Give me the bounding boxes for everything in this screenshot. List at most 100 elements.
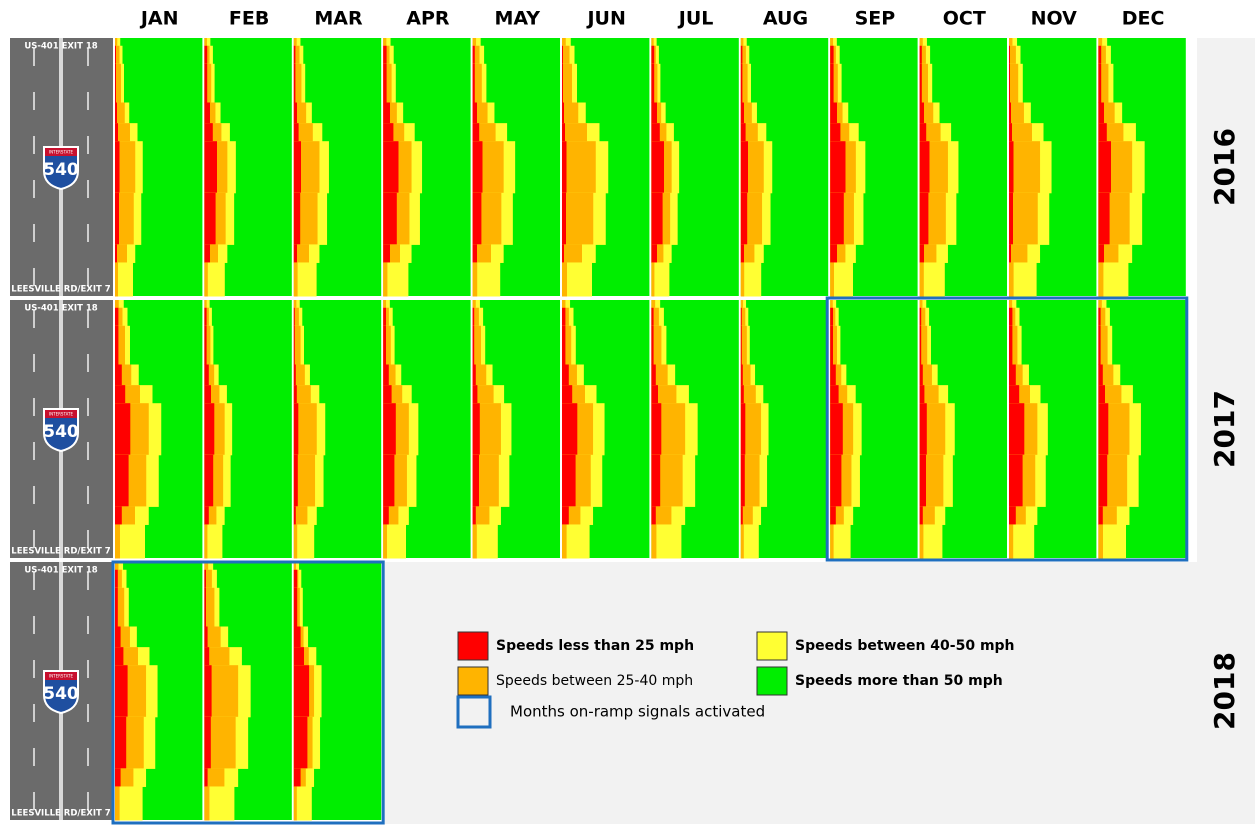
speed-band [830, 192, 844, 245]
legend-swatch [457, 666, 489, 696]
month-label: AUG [763, 8, 808, 30]
year-label: 2016 [1208, 128, 1241, 206]
speed-band [293, 454, 298, 507]
speed-band [1009, 325, 1013, 365]
speed-band [1009, 192, 1038, 245]
speed-band [830, 45, 834, 65]
speed-band [830, 307, 833, 327]
speed-band [204, 665, 212, 718]
speed-band [115, 262, 133, 297]
speed-band [383, 325, 386, 365]
speed-band [919, 307, 926, 327]
road-bottom-label: LEESVILLE RD/EXIT 7 [11, 285, 110, 295]
speed-band [115, 192, 134, 245]
month-label: JUL [677, 8, 714, 30]
speed-band [472, 307, 479, 327]
speed-band [651, 325, 662, 365]
speed-band [204, 562, 214, 571]
speed-band [293, 262, 317, 297]
speed-band [293, 123, 299, 142]
speed-band [204, 454, 214, 507]
speed-band [115, 587, 125, 627]
speed-band [293, 325, 295, 365]
speed-band [115, 307, 119, 327]
speed-band [1009, 244, 1011, 263]
speed-band [830, 524, 851, 559]
speed-band [115, 385, 126, 404]
speed-band [562, 141, 567, 194]
speed-band [830, 403, 843, 456]
speed-band [293, 244, 309, 263]
speed-band [383, 141, 399, 194]
speed-band [1098, 454, 1108, 507]
speed-band [740, 300, 744, 309]
speed-band [1098, 244, 1104, 263]
speed-band [204, 403, 215, 456]
speed-band [204, 38, 207, 47]
speed-band [383, 300, 387, 309]
speed-band [204, 102, 210, 124]
speed-band [204, 385, 211, 404]
speed-band [204, 325, 211, 365]
legend-swatch [756, 631, 788, 661]
speed-band [204, 364, 209, 386]
speed-band [293, 307, 295, 327]
speed-band [383, 123, 394, 142]
speed-band [830, 300, 833, 309]
speed-band [830, 102, 837, 124]
speed-band [472, 63, 475, 103]
speed-band [651, 192, 663, 245]
speed-band [472, 385, 478, 404]
speed-band [293, 192, 301, 245]
legend-label: Speeds between 25-40 mph [496, 673, 693, 689]
speed-band [383, 506, 389, 525]
speed-band [740, 385, 756, 404]
speed-band [562, 524, 567, 559]
speed-band [1098, 364, 1103, 386]
speed-band [472, 63, 482, 103]
speed-band [293, 300, 297, 309]
speed-band [293, 587, 298, 627]
month-label: NOV [1031, 8, 1078, 30]
speed-band [293, 403, 317, 456]
speed-band [383, 38, 387, 47]
speed-band [472, 123, 480, 142]
speed-band [293, 45, 296, 65]
speed-band [293, 524, 315, 559]
speed-band [740, 38, 744, 47]
speed-band [651, 454, 661, 507]
shield-band [45, 672, 77, 680]
speed-band [383, 45, 387, 65]
speed-band [919, 102, 924, 124]
speed-band [472, 364, 487, 386]
speed-band [115, 569, 118, 589]
speed-band [115, 325, 119, 365]
speed-band [383, 244, 390, 263]
speed-band [115, 562, 124, 571]
speed-band [830, 364, 836, 386]
speed-band [204, 626, 208, 648]
speed-band [562, 244, 582, 263]
speed-band [562, 123, 587, 142]
speed-band [204, 647, 210, 666]
speed-band [830, 524, 834, 559]
speed-band [472, 325, 475, 365]
speed-band [1009, 141, 1041, 194]
speed-band [293, 325, 301, 365]
speed-band [115, 45, 116, 65]
speed-band [1009, 506, 1016, 525]
speed-band [562, 45, 563, 65]
speed-band [562, 300, 571, 309]
speed-band [1009, 300, 1013, 309]
speed-band [1098, 63, 1109, 103]
speed-band [293, 102, 297, 124]
speed-band [472, 307, 475, 327]
speed-band [293, 454, 316, 507]
speed-band [1098, 524, 1103, 559]
speed-band [919, 63, 922, 103]
speed-band [115, 307, 123, 327]
speed-band [115, 63, 121, 103]
speed-band [472, 244, 477, 263]
speed-band [115, 38, 118, 47]
speed-band [562, 63, 572, 103]
